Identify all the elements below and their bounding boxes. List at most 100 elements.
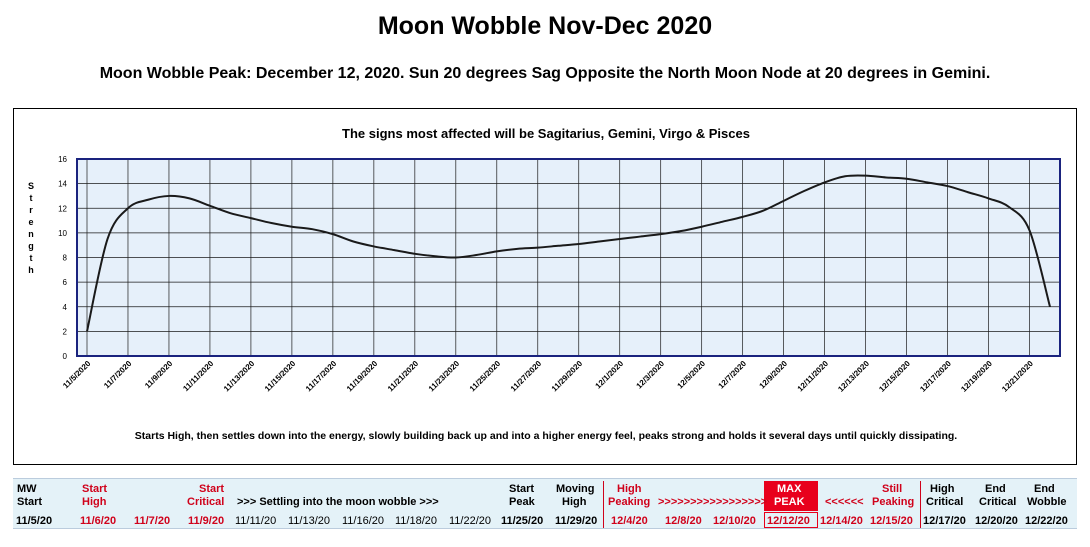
page-title: Moon Wobble Nov-Dec 2020 [377, 12, 713, 40]
y-tick-label: 10 [58, 229, 67, 238]
chart-note: Starts High, then settles down into the … [135, 430, 958, 442]
x-tick-label: 12/17/2020 [918, 359, 953, 394]
strength-point [783, 200, 785, 202]
table-date: 12/12/20 [767, 515, 810, 527]
table-row-headers-2: Start High Critical >>> Settling into th… [13, 496, 1077, 509]
strength-point [311, 228, 313, 230]
table-cell: Critical [187, 496, 225, 508]
x-tick-label: 12/13/2020 [836, 359, 871, 394]
y-tick-label: 6 [63, 278, 68, 287]
strength-chart: The signs most affected will be Sagitari… [28, 126, 1061, 442]
table-cell: Critical [926, 496, 964, 508]
y-axis-label-letter: e [28, 217, 33, 227]
plot-border [76, 158, 1061, 357]
table-cell: High [617, 483, 642, 495]
y-tick-label: 16 [58, 155, 67, 164]
strength-point [373, 245, 375, 247]
x-tick-label: 11/25/2020 [468, 359, 503, 394]
y-axis-label-letter: r [29, 205, 33, 215]
x-tick-label: 12/21/2020 [1000, 359, 1035, 394]
table-date: 12/17/20 [923, 515, 966, 527]
table-date: 11/11/20 [235, 515, 277, 527]
strength-series-line [86, 174, 1051, 332]
x-tick-label: 11/13/2020 [222, 359, 257, 394]
strength-point [701, 226, 703, 228]
x-tick-label: 11/29/2020 [550, 359, 585, 394]
table-date: 12/15/20 [870, 515, 913, 527]
strength-point [885, 176, 887, 178]
table-cell: Critical [979, 496, 1017, 508]
x-tick-label: 12/1/2020 [594, 359, 626, 391]
strength-point [147, 199, 149, 201]
table-cell: >>> Settling into the moon wobble >>> [237, 496, 439, 508]
table-date: 11/22/20 [449, 515, 492, 527]
table-date: 11/9/20 [188, 515, 225, 527]
strength-point [660, 233, 662, 235]
table-divider [920, 481, 921, 528]
table-date: 11/25/20 [501, 515, 544, 527]
y-axis-label-letter: t [30, 253, 33, 263]
strength-point [414, 253, 416, 255]
strength-point [537, 247, 539, 249]
strength-point [332, 233, 334, 235]
y-tick-label: 14 [58, 180, 67, 189]
x-tick-label: 11/19/2020 [345, 359, 380, 394]
strength-point [168, 195, 170, 197]
table-row-dates: 11/5/20 11/6/20 11/7/20 11/9/20 11/11/20… [13, 515, 1077, 528]
table-cell: High [562, 496, 587, 508]
max-peak-date-box [764, 512, 818, 528]
y-tick-label: 12 [58, 204, 67, 213]
y-axis-label-letter: n [28, 229, 34, 239]
table-cell: Peaking [608, 496, 651, 508]
table-cell: <<<<<< [825, 496, 864, 508]
x-tick-label: 11/9/2020 [143, 359, 175, 391]
y-tick-label: 8 [63, 254, 68, 263]
strength-point [824, 181, 826, 183]
strength-point [475, 254, 477, 256]
x-tick-label: 12/7/2020 [717, 359, 749, 391]
table-date: 12/22/20 [1025, 515, 1068, 527]
table-cell: Peak [509, 496, 535, 508]
strength-point [188, 197, 190, 199]
table-cell: PEAK [774, 496, 805, 508]
table-cell: Start [199, 483, 225, 495]
max-peak-highlight [764, 481, 818, 511]
table-divider [603, 481, 604, 528]
strength-point [496, 250, 498, 252]
table-cell: End [1034, 483, 1055, 495]
table-date: 12/20/20 [975, 515, 1018, 527]
table-row-headers-1: MW Start Start Start Moving High MAX Sti… [13, 483, 1077, 496]
table-date: 11/13/20 [288, 515, 331, 527]
x-tick-label: 12/15/2020 [877, 359, 912, 394]
strength-point [516, 248, 518, 250]
table-date: 11/18/20 [395, 515, 438, 527]
table-cell: Wobble [1027, 496, 1067, 508]
strength-point [209, 205, 211, 207]
table-cell: End [985, 483, 1006, 495]
y-axis-label-letter: g [28, 241, 34, 251]
strength-point [803, 190, 805, 192]
strength-point [127, 207, 129, 209]
x-tick-label: 12/3/2020 [635, 359, 667, 391]
table-cell: Moving [556, 483, 595, 495]
chart-title: The signs most affected will be Sagitari… [342, 126, 750, 141]
strength-point [742, 216, 744, 218]
strength-point [988, 197, 990, 199]
y-tick-label: 4 [63, 303, 68, 312]
strength-point [578, 243, 580, 245]
strength-point [291, 226, 293, 228]
strength-point [1008, 206, 1010, 208]
y-tick-label: 2 [63, 327, 68, 336]
strength-point [106, 238, 108, 240]
x-tick-label: 12/9/2020 [758, 359, 790, 391]
strength-point [947, 185, 949, 187]
strength-point [926, 181, 928, 183]
table-date: 11/29/20 [555, 515, 598, 527]
x-tick-label: 11/17/2020 [304, 359, 339, 394]
strength-point [1049, 306, 1051, 308]
strength-point [598, 240, 600, 242]
strength-point [721, 221, 723, 223]
table-date: 11/16/20 [342, 515, 385, 527]
strength-point [557, 245, 559, 247]
x-tick-label: 12/19/2020 [959, 359, 994, 394]
